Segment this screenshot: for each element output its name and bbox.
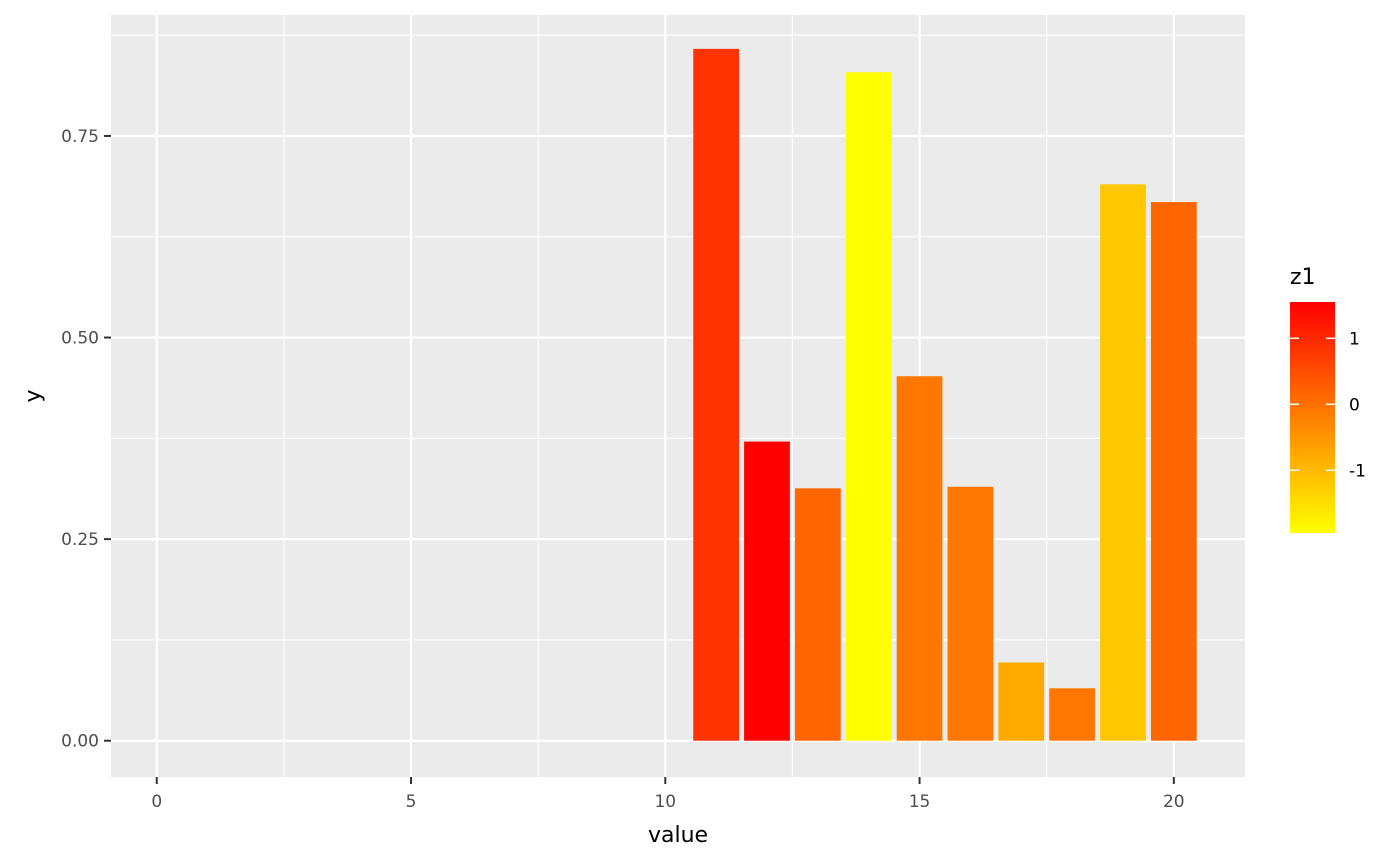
bar-16 xyxy=(947,486,994,741)
bar-15 xyxy=(896,376,943,741)
y-tick-label: 0.50 xyxy=(61,329,99,349)
bar-18 xyxy=(1049,688,1095,741)
y-axis-title: y xyxy=(21,389,46,402)
bar-14 xyxy=(845,72,892,741)
x-axis: 0 5 10 15 20 xyxy=(151,777,1185,812)
legend-break-label: 1 xyxy=(1349,329,1360,349)
grid-minor xyxy=(111,15,1245,777)
bar-20 xyxy=(1150,202,1197,741)
bar-19 xyxy=(1100,184,1146,741)
legend: z1 1 0 -1 xyxy=(1290,265,1366,533)
legend-title: z1 xyxy=(1290,265,1316,290)
bar-12 xyxy=(744,441,790,741)
x-tick-label: 0 xyxy=(151,792,162,812)
bar-11 xyxy=(693,48,740,741)
legend-break-label: 0 xyxy=(1349,395,1360,415)
legend-ticks: 1 0 -1 xyxy=(1290,329,1366,481)
y-tick-label: 0.00 xyxy=(61,732,99,752)
y-tick-label: 0.75 xyxy=(61,127,99,147)
x-axis-title: value xyxy=(648,823,708,848)
plot-panel xyxy=(111,15,1245,777)
x-tick-label: 10 xyxy=(654,792,676,812)
bar-13 xyxy=(794,488,841,741)
x-tick-label: 5 xyxy=(406,792,417,812)
legend-colorbar xyxy=(1290,302,1335,533)
x-tick-label: 20 xyxy=(1163,792,1185,812)
y-tick-label: 0.25 xyxy=(61,530,99,550)
y-axis: 0.00 0.25 0.50 0.75 xyxy=(61,127,111,752)
bars xyxy=(693,48,1197,741)
legend-break-label: -1 xyxy=(1349,461,1366,481)
bar-17 xyxy=(998,662,1045,741)
x-tick-label: 15 xyxy=(909,792,931,812)
